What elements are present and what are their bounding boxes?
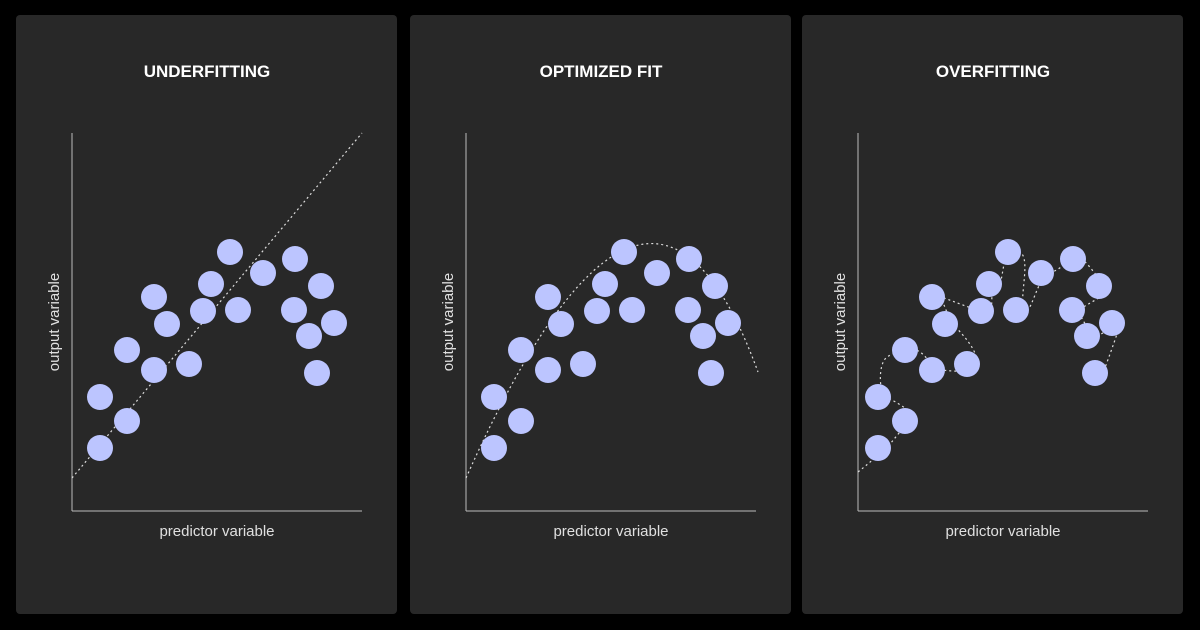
- data-point: [321, 310, 347, 336]
- data-point: [176, 351, 202, 377]
- y-axis-label: output variable: [46, 273, 63, 371]
- data-point: [968, 298, 994, 324]
- data-point: [865, 435, 891, 461]
- data-point: [865, 384, 891, 410]
- fit-curve: [465, 243, 759, 479]
- data-point: [698, 360, 724, 386]
- data-point: [114, 337, 140, 363]
- data-point: [250, 260, 276, 286]
- data-point: [995, 239, 1021, 265]
- data-point: [611, 239, 637, 265]
- data-point: [1086, 273, 1112, 299]
- panel-title: UNDERFITTING: [144, 62, 271, 81]
- data-point: [154, 311, 180, 337]
- x-axis-label: predictor variable: [945, 523, 1060, 540]
- data-point: [570, 351, 596, 377]
- data-point: [535, 284, 561, 310]
- panel: UNDERFITTING predictor variable output var…: [16, 15, 397, 614]
- data-point: [1082, 360, 1108, 386]
- y-axis-label: output variable: [440, 273, 457, 371]
- panel: OPTIMIZED FIT predictor variable output va…: [410, 15, 791, 614]
- x-axis-label: predictor variable: [159, 523, 274, 540]
- data-point: [281, 297, 307, 323]
- data-point: [619, 297, 645, 323]
- data-point: [508, 337, 534, 363]
- data-point: [1028, 260, 1054, 286]
- data-point: [548, 311, 574, 337]
- data-point: [919, 284, 945, 310]
- data-point: [508, 408, 534, 434]
- data-point: [919, 357, 945, 383]
- data-point: [592, 271, 618, 297]
- data-point: [217, 239, 243, 265]
- data-point: [892, 408, 918, 434]
- data-point: [308, 273, 334, 299]
- data-point: [141, 357, 167, 383]
- data-point: [1099, 310, 1125, 336]
- data-point: [954, 351, 980, 377]
- data-point: [1060, 246, 1086, 272]
- panel: OVERFITTING predictor variable output vari…: [802, 15, 1183, 614]
- y-axis-label: output variable: [832, 273, 849, 371]
- data-point: [892, 337, 918, 363]
- data-point: [87, 384, 113, 410]
- data-point: [296, 323, 322, 349]
- data-point: [1003, 297, 1029, 323]
- data-point: [932, 311, 958, 337]
- data-point: [535, 357, 561, 383]
- data-point: [190, 298, 216, 324]
- data-point: [304, 360, 330, 386]
- data-point: [702, 273, 728, 299]
- data-point: [690, 323, 716, 349]
- data-point: [481, 435, 507, 461]
- data-point: [87, 435, 113, 461]
- panel-title: OVERFITTING: [936, 62, 1050, 81]
- data-point: [976, 271, 1002, 297]
- data-point: [282, 246, 308, 272]
- data-point: [141, 284, 167, 310]
- data-point: [584, 298, 610, 324]
- data-point: [644, 260, 670, 286]
- panel-title: OPTIMIZED FIT: [540, 62, 663, 81]
- data-point: [481, 384, 507, 410]
- data-point: [198, 271, 224, 297]
- data-point: [715, 310, 741, 336]
- data-point: [1059, 297, 1085, 323]
- data-point: [675, 297, 701, 323]
- data-point: [225, 297, 251, 323]
- data-point: [114, 408, 140, 434]
- data-point: [1074, 323, 1100, 349]
- data-point: [676, 246, 702, 272]
- x-axis-label: predictor variable: [553, 523, 668, 540]
